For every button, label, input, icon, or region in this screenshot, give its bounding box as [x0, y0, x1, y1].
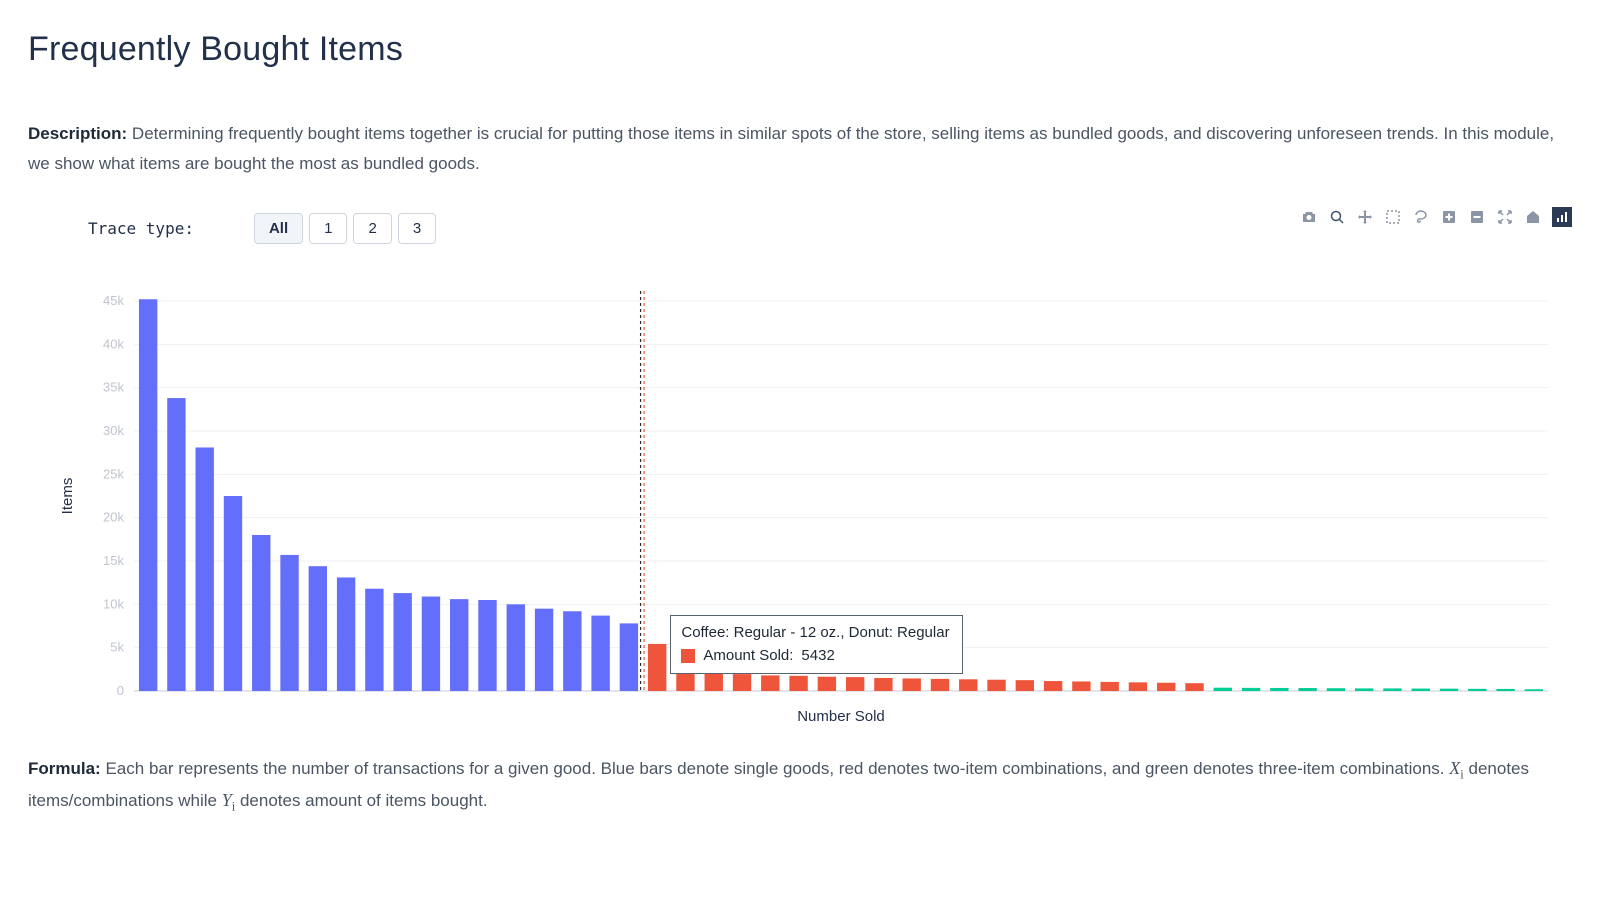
tooltip-value: 5432: [801, 645, 834, 668]
page-title: Frequently Bought Items: [28, 30, 1572, 69]
svg-text:5k: 5k: [110, 639, 124, 654]
formula-tail: denotes amount of items bought.: [240, 791, 488, 810]
plot-area: 0 5k 10k 15k 20k 25k 30k 35k 40k 45k Items Number S…: [38, 291, 1558, 731]
svg-text:30k: 30k: [103, 423, 124, 438]
zoom-icon[interactable]: [1328, 208, 1346, 226]
svg-text:45k: 45k: [103, 293, 124, 308]
svg-text:10k: 10k: [103, 596, 124, 611]
box-select-icon[interactable]: [1384, 208, 1402, 226]
svg-text:Number Sold: Number Sold: [797, 708, 885, 725]
svg-text:0: 0: [117, 683, 124, 698]
zoom-in-icon[interactable]: [1440, 208, 1458, 226]
tooltip-swatch: [681, 649, 695, 663]
autoscale-icon[interactable]: [1496, 208, 1514, 226]
description: Description: Determining frequently boug…: [28, 119, 1572, 179]
pan-icon[interactable]: [1356, 208, 1374, 226]
reset-icon[interactable]: [1524, 208, 1542, 226]
tooltip-label: Amount Sold:: [703, 645, 793, 668]
lasso-icon[interactable]: [1412, 208, 1430, 226]
trace-button-1[interactable]: 1: [309, 213, 347, 244]
svg-text:35k: 35k: [103, 379, 124, 394]
tooltip-title: Coffee: Regular - 12 oz., Donut: Regular: [681, 622, 949, 645]
description-text: Determining frequently bought items toge…: [28, 124, 1554, 173]
formula-text: Each bar represents the number of transa…: [105, 759, 1444, 778]
formula-label: Formula:: [28, 759, 101, 778]
formula-var-y: Yi: [222, 790, 236, 810]
trace-button-group: All123: [254, 213, 436, 244]
plotly-logo-icon[interactable]: [1552, 207, 1572, 227]
svg-text:Items: Items: [59, 477, 76, 514]
formula: Formula: Each bar represents the number …: [28, 753, 1572, 818]
description-label: Description:: [28, 124, 127, 143]
svg-text:40k: 40k: [103, 336, 124, 351]
zoom-out-icon[interactable]: [1468, 208, 1486, 226]
svg-text:20k: 20k: [103, 509, 124, 524]
plotly-toolbar: [1300, 207, 1572, 227]
svg-text:25k: 25k: [103, 466, 124, 481]
chart-tooltip: Coffee: Regular - 12 oz., Donut: Regular…: [670, 615, 962, 674]
chart-container: Trace type: All123 0 5k 10k 15k 20k 25k 30k 35k…: [28, 207, 1572, 731]
svg-text:15k: 15k: [103, 553, 124, 568]
trace-type-label: Trace type:: [88, 219, 194, 238]
trace-button-all[interactable]: All: [254, 213, 303, 244]
camera-icon[interactable]: [1300, 208, 1318, 226]
formula-var-x: Xi: [1449, 758, 1464, 778]
trace-button-3[interactable]: 3: [398, 213, 436, 244]
trace-button-2[interactable]: 2: [353, 213, 391, 244]
